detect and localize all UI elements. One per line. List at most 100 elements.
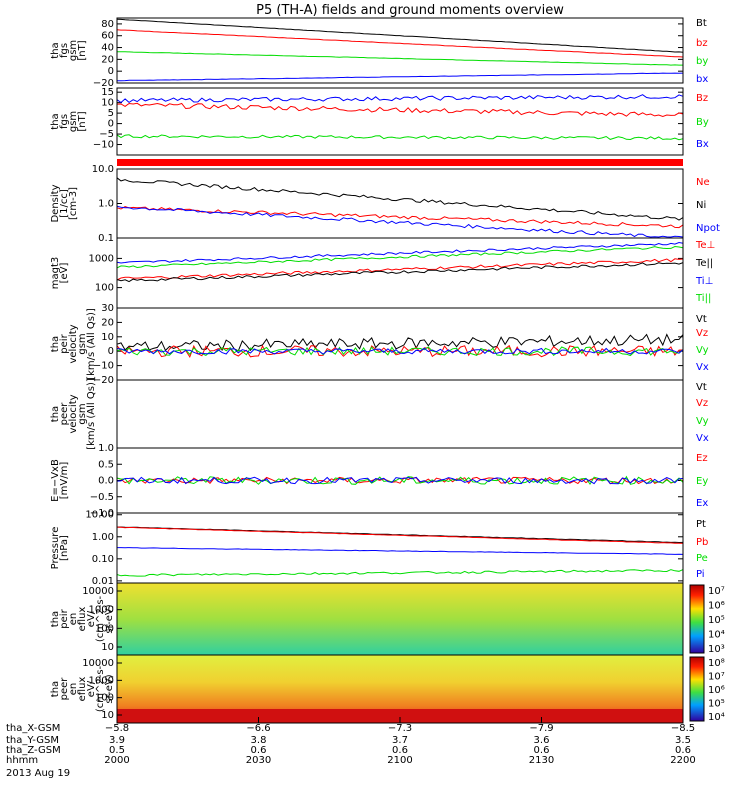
ylabel-ions: (cm^2-s- (95, 595, 106, 642)
series-press-3 (117, 547, 684, 555)
xtick-label: 3.9 (109, 735, 125, 746)
legend-vpeir: Vy (696, 345, 709, 356)
legend-fgs: bz (696, 38, 708, 49)
ytick-label: 20 (101, 317, 114, 328)
axes-frame (116, 379, 684, 449)
ylabel-fgs2: fgs (59, 114, 70, 129)
xtick-label: 3.5 (675, 735, 691, 746)
ylabel-vpeir: velocity (68, 324, 79, 363)
xtick-label: 3.6 (534, 735, 550, 746)
ytick-label: 1.00 (92, 532, 114, 543)
xtick-label: −7.3 (388, 723, 412, 734)
colorbar-tick: 10⁵ (708, 699, 725, 710)
ytick-label: 0.1 (98, 233, 114, 244)
ylabel-vpeer: gsm (77, 403, 88, 424)
series-dens-0 (116, 206, 684, 229)
ytick-label: 5 (108, 108, 114, 119)
series-efield-2 (116, 476, 684, 485)
ylabel-temp: [eV] (59, 263, 70, 284)
ylabel-efield: [mV/m] (59, 462, 70, 500)
ytick-label: 10.0 (92, 164, 114, 175)
xtick-label: 0.6 (392, 745, 408, 756)
series-fgs-2 (117, 51, 683, 66)
xtick-label: 0.5 (109, 745, 125, 756)
ytick-label: 10.00 (85, 510, 114, 521)
series-fgs2-1 (116, 134, 684, 141)
ytick-label: −20 (93, 78, 114, 89)
legend-fgs2: Bz (696, 93, 708, 104)
ytick-label: −1.0 (90, 508, 114, 519)
colorbar-tick: 10⁴ (708, 712, 725, 723)
xtick-label: 2200 (670, 755, 695, 766)
ytick-label: 20 (101, 54, 114, 65)
xtick-label: 0.6 (675, 745, 691, 756)
colorbar-tick: 10⁷ (708, 586, 725, 597)
ytick-label: −20 (93, 375, 114, 386)
separator-band (117, 159, 683, 166)
ylabel-press: Pressure (50, 527, 61, 570)
series-temp-0 (116, 258, 684, 281)
series-temp-1 (116, 262, 684, 283)
series-fgs2-2 (116, 94, 684, 104)
ytick-label: 0 (108, 66, 114, 77)
series-dens-2 (116, 205, 684, 238)
legend-vpeer: Vx (696, 433, 709, 444)
ylabel-ions: en (68, 613, 79, 626)
legend-press: Pi (696, 569, 705, 580)
ylabel-ions: eflux (77, 607, 88, 632)
xtick-label: −7.9 (529, 723, 553, 734)
series-fgs-1 (116, 29, 684, 58)
ylabel-fgs2: tha (50, 113, 61, 129)
xtick-label: 0.6 (534, 745, 550, 756)
ytick-label: 10000 (82, 586, 114, 597)
axes-frame (116, 307, 684, 381)
xtick-label: 2030 (246, 755, 271, 766)
series-vpeir-3 (116, 347, 684, 355)
series-press-1 (116, 526, 684, 544)
ytick-label: 10 (101, 710, 114, 721)
legend-press: Pt (696, 519, 706, 530)
series-fgs2-0 (116, 102, 684, 118)
colorbar-tick: 10⁸ (708, 658, 725, 669)
legend-dens: Npot (696, 223, 720, 234)
series-fgs-0 (116, 18, 684, 53)
axes-frame (116, 512, 684, 584)
ylabel-ions: eV/ (86, 610, 97, 627)
legend-dens: Ne (696, 177, 710, 188)
ytick-label: 0.5 (98, 459, 114, 470)
panel-dens: Density[1/cc][cm-3] 10.0 1.0 0.1 Ne Ni Npot (50, 164, 720, 244)
ytick-label: 60 (101, 31, 114, 42)
legend-fgs: Bt (696, 18, 707, 29)
ylabel-ions: peir (59, 608, 70, 628)
legend-temp: Te⊥ (695, 240, 715, 251)
panel-press: Pressure[nPa] 10.00 1.00 0.10 0.01 Pt Pb Pe Pi (50, 510, 708, 587)
legend-fgs: by (696, 56, 708, 67)
ylabel-vpeir: peir (59, 333, 70, 353)
legend-press: Pb (696, 537, 708, 548)
ylabel-dens: Density (50, 184, 61, 222)
legend-efield: Ez (696, 453, 708, 464)
date-label: 2013 Aug 19 (6, 768, 70, 779)
colorbar-ions (689, 584, 705, 654)
ytick-label: 30 (101, 303, 114, 314)
ylabel-elec: sr-eV) (104, 674, 115, 703)
ytick-label: −5 (99, 129, 114, 140)
ylabel-vpeir: tha (50, 336, 61, 352)
ylabel-vpeir: gsm (77, 333, 88, 354)
colorbar-tick: 10⁷ (708, 672, 725, 683)
ylabel-efield: E=−VxB (50, 459, 61, 502)
series-temp-3 (116, 245, 684, 269)
plot-title: P5 (TH-A) fields and ground moments over… (256, 3, 564, 18)
ytick-label: 1000 (89, 253, 114, 264)
legend-vpeir: Vt (696, 314, 707, 325)
ylabel-vpeer: [km/s (All Qs)] (86, 378, 97, 450)
ylabel-fgs: fgs (59, 43, 70, 58)
legend-fgs2: By (696, 117, 709, 128)
ylabel-vpeer: tha (50, 406, 61, 422)
ylabel-press: [nPa] (59, 535, 70, 561)
